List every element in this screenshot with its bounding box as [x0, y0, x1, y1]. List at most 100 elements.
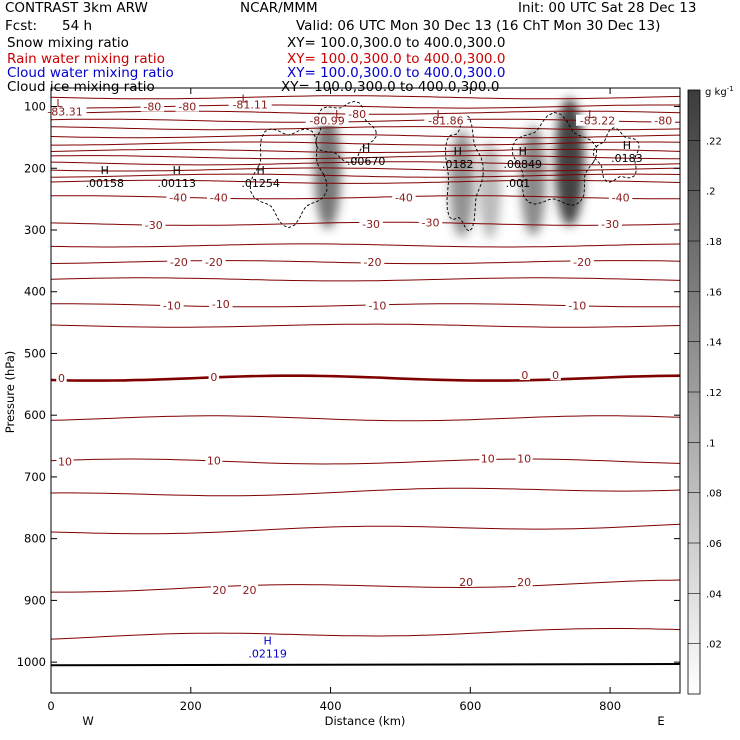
contour-label: -10: [568, 299, 586, 312]
field-name-rain: Rain water mixing ratio: [7, 51, 165, 67]
isotherm-line: [51, 155, 680, 160]
x-axis-label: Distance (km): [325, 714, 406, 728]
isotherm-line: [51, 579, 680, 593]
init-time: Init: 00 UTC Sat 28 Dec 13: [518, 0, 697, 16]
y-tick-label: 300: [24, 223, 46, 237]
colorbar-tick-label: .12: [706, 388, 722, 399]
label-bg: [479, 452, 497, 464]
extremum-marker: L: [335, 108, 342, 121]
x-tick-label: 600: [459, 699, 481, 713]
surface-line: [51, 662, 680, 667]
x-tick-label: 400: [320, 699, 342, 713]
label-bg: [360, 256, 385, 268]
label-bg: [359, 217, 383, 229]
contour-label: -40: [210, 191, 228, 204]
label-bg: [240, 583, 258, 595]
isotherm-line: [51, 126, 680, 131]
contour-label: 20: [242, 584, 256, 597]
colorbar-tick-label: .06: [706, 539, 722, 550]
contour-label: 20: [459, 576, 473, 589]
x-tick-label: 200: [180, 699, 202, 713]
y-tick-label: 800: [24, 532, 46, 546]
contour-label: 20: [212, 584, 226, 597]
isotherm-line: [51, 148, 680, 153]
snow-maximum: [478, 141, 502, 239]
x-tick-label: 0: [47, 699, 54, 713]
label-bg: [345, 107, 369, 119]
label-bg: [228, 98, 272, 110]
y-tick-label: 900: [24, 593, 46, 607]
contour-label: -40: [169, 191, 187, 204]
contour-label: -30: [145, 219, 163, 232]
label-bg: [140, 100, 165, 112]
contour-label: 10: [207, 454, 221, 467]
contour-label: 0: [521, 369, 528, 382]
isotherm-line: [51, 243, 680, 248]
isotherm-line: [51, 173, 680, 178]
snow-maximum: [554, 98, 585, 226]
cloud-ice-contour: [315, 101, 377, 164]
label-bg: [515, 452, 533, 464]
y-tick-label: 200: [24, 161, 46, 175]
temperature-contours: [51, 95, 680, 667]
forecast-label: Fcst:: [5, 18, 38, 34]
extremum-marker: H: [101, 164, 109, 177]
forecast-hour: 54 h: [62, 18, 93, 34]
colorbar-tick-label: .14: [706, 338, 722, 349]
isotherm-line: [51, 134, 680, 139]
colorbar-tick-label: .22: [706, 136, 722, 147]
extremum-marker: H: [454, 145, 462, 158]
contour-label: 0: [210, 371, 217, 384]
field-name-cloudwater: Cloud water mixing ratio: [7, 65, 174, 81]
field-xy-rain: XY= 100.0,300.0 to 400.0,300.0: [287, 51, 506, 67]
extremum-marker: H: [264, 635, 272, 648]
label-bg: [209, 298, 233, 310]
extremum-value: .001: [506, 177, 531, 190]
colorbar-tick-label: .02: [706, 640, 722, 651]
contour-label: -10: [368, 299, 386, 312]
colorbar-unit: g kg-1: [705, 85, 734, 98]
label-bg: [175, 100, 200, 112]
contour-label: -20: [170, 256, 188, 269]
snow-maximum: [314, 113, 341, 229]
extremum-value: .0183: [611, 152, 643, 165]
contour-label: -81.11: [232, 99, 267, 112]
field-xy-cloudwater: XY= 100.0,300.0 to 400.0,300.0: [287, 65, 506, 81]
contour-label: -81.86: [428, 115, 463, 128]
field-xy-snow: XY= 100.0,300.0 to 400.0,300.0: [287, 35, 506, 51]
y-tick-label: 400: [24, 285, 46, 299]
isotherm-line: [51, 195, 680, 200]
label-bg: [206, 191, 231, 203]
extremum-marker: H: [362, 142, 370, 155]
contour-label: -10: [212, 298, 230, 311]
colorbar-ticks: .22 .2 .18 .16 .14 .12 .1 .08 .06 .04 .02: [688, 136, 722, 651]
contour-label: -80: [178, 101, 196, 114]
label-bg: [166, 191, 190, 203]
y-tick-label: 600: [24, 408, 46, 422]
cloud-ice-contour: [592, 127, 640, 183]
label-bg: [208, 370, 220, 382]
label-bg: [167, 256, 191, 268]
extrema-markers: L LL L LH.00158H.00113H.01254H.00670H.0182H…: [56, 92, 642, 660]
x-tick-label: 800: [599, 699, 621, 713]
cloud-ice-contours: [249, 101, 640, 232]
label-bg: [365, 299, 390, 311]
contour-label: -80: [348, 108, 366, 121]
isotherm-line: [51, 415, 680, 422]
contour-label: -20: [573, 256, 591, 269]
extremum-value: .00670: [347, 155, 386, 168]
cloud-ice-contour: [249, 128, 328, 229]
extremum-marker: H: [257, 164, 265, 177]
extremum-value: .0182: [442, 158, 474, 171]
y-tick-label: 500: [24, 346, 46, 360]
isotherm-line: [51, 374, 680, 382]
isotherm-line: [51, 487, 680, 497]
label-bg: [141, 219, 166, 231]
cloud-ice-contour: [511, 112, 598, 206]
snow-maximum: [449, 129, 475, 238]
contour-label: -80.99: [309, 115, 344, 128]
isotherm-line: [51, 141, 680, 146]
label-bg: [43, 105, 87, 117]
label-bg: [205, 454, 223, 466]
